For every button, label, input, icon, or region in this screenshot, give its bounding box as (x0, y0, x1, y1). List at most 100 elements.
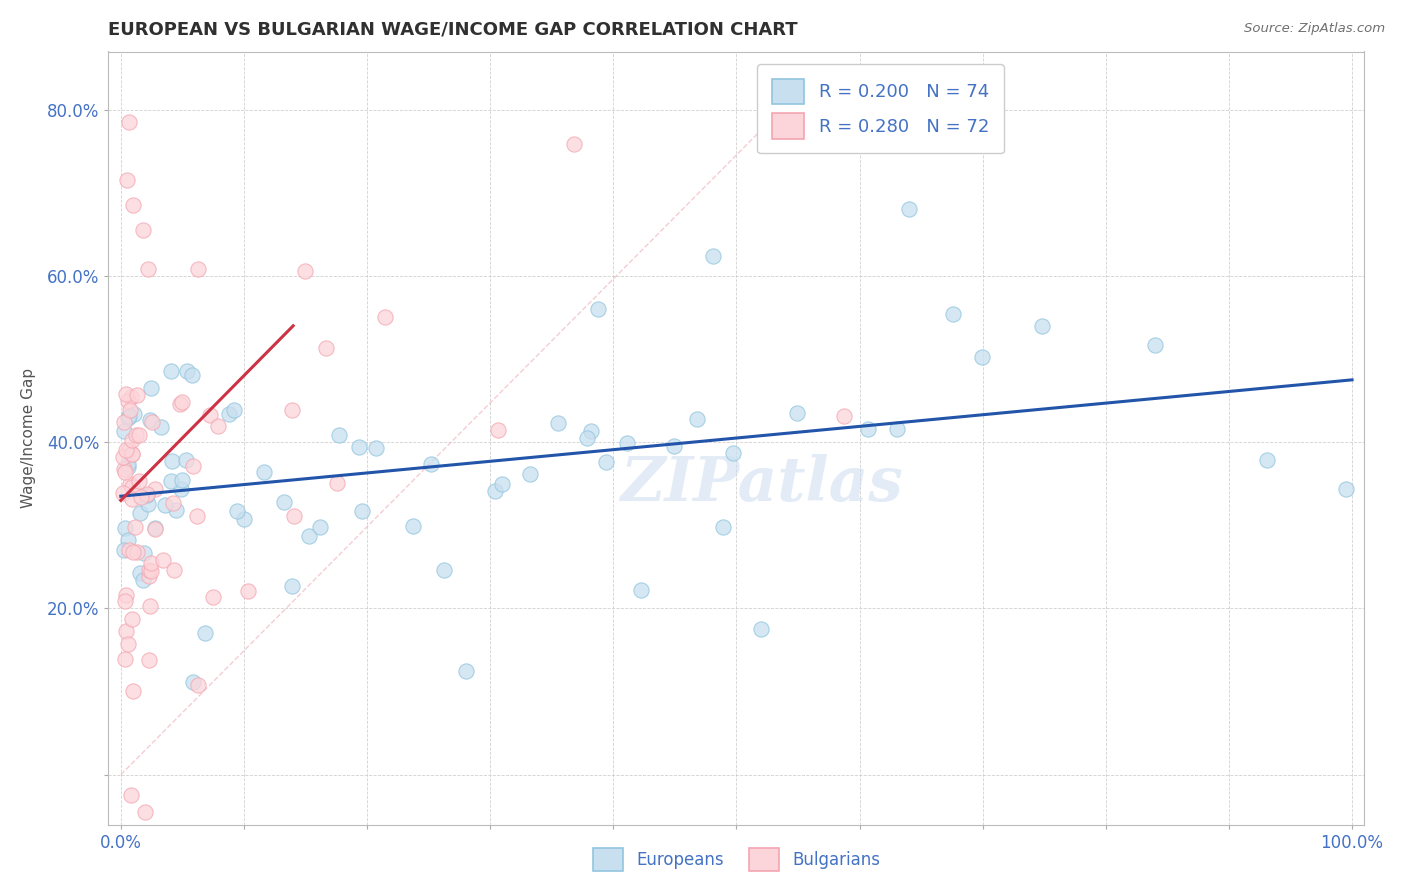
Point (484, 483, 506, 498)
Point (281, 579, 304, 593)
Point (226, 504, 249, 518)
Point (124, 428, 146, 442)
Point (364, 441, 387, 455)
Point (112, 424, 135, 438)
Point (129, 490, 152, 504)
Point (970, 351, 993, 365)
Point (143, 482, 166, 496)
Point (616, 436, 638, 450)
Point (122, 683, 145, 698)
Point (579, 424, 602, 438)
Point (114, 520, 136, 534)
Point (143, 521, 166, 535)
Point (170, 483, 193, 497)
Point (181, 458, 204, 473)
Point (273, 495, 295, 509)
Point (325, 476, 347, 491)
Point (564, 136, 586, 151)
Point (172, 473, 194, 487)
Point (315, 341, 337, 355)
Point (121, 447, 143, 461)
Point (595, 454, 617, 468)
Point (138, 569, 160, 583)
Point (114, 465, 136, 479)
Point (122, 407, 145, 421)
Point (114, 543, 136, 558)
Point (132, 546, 155, 560)
Point (328, 427, 350, 442)
Point (117, 533, 139, 547)
Text: ZIPatlas: ZIPatlas (620, 454, 903, 515)
Point (139, 565, 162, 579)
Point (201, 591, 224, 605)
Point (121, 446, 143, 460)
Y-axis label: Wage/Income Gap: Wage/Income Gap (21, 368, 35, 508)
Point (222, 402, 245, 417)
Point (349, 440, 371, 454)
Point (1031, 318, 1053, 333)
Point (141, 557, 163, 571)
Point (576, 431, 599, 445)
Point (897, 202, 920, 217)
Point (207, 418, 229, 433)
Point (165, 502, 187, 516)
Point (121, 612, 143, 626)
Point (176, 452, 198, 467)
Point (1143, 338, 1166, 352)
Point (132, 573, 155, 587)
Point (136, 497, 159, 511)
Point (128, 428, 150, 442)
Point (374, 310, 396, 324)
Point (153, 498, 176, 512)
Point (309, 520, 332, 534)
Point (120, 390, 142, 404)
Point (117, 458, 139, 472)
Point (233, 512, 256, 526)
Point (112, 462, 135, 476)
Point (176, 364, 198, 378)
Point (236, 584, 259, 599)
Point (433, 563, 456, 577)
Legend: Europeans, Bulgarians: Europeans, Bulgarians (586, 841, 887, 878)
Point (294, 263, 316, 277)
Point (114, 651, 136, 665)
Point (139, 413, 162, 427)
Point (114, 594, 136, 608)
Point (121, 481, 143, 495)
Point (138, 653, 160, 667)
Point (143, 522, 166, 536)
Point (118, 543, 141, 558)
Point (630, 582, 652, 597)
Point (160, 453, 183, 467)
Point (139, 599, 162, 614)
Point (112, 415, 135, 429)
Point (181, 674, 204, 689)
Point (115, 173, 138, 187)
Point (486, 423, 509, 437)
Point (132, 223, 155, 237)
Point (711, 519, 734, 533)
Point (162, 495, 184, 509)
Point (125, 544, 148, 558)
Text: Source: ZipAtlas.com: Source: ZipAtlas.com (1244, 22, 1385, 36)
Point (117, 637, 139, 651)
Point (118, 114, 141, 128)
Point (118, 409, 141, 424)
Point (115, 386, 138, 401)
Point (152, 553, 174, 567)
Point (169, 396, 191, 410)
Point (186, 509, 208, 524)
Point (114, 588, 136, 602)
Point (662, 438, 685, 452)
Point (180, 368, 202, 383)
Point (749, 622, 772, 636)
Point (281, 403, 304, 417)
Point (187, 677, 209, 691)
Point (120, 403, 142, 417)
Point (121, 433, 143, 447)
Point (134, 805, 156, 819)
Point (350, 503, 373, 517)
Point (832, 409, 855, 424)
Point (139, 381, 162, 395)
Point (491, 477, 513, 491)
